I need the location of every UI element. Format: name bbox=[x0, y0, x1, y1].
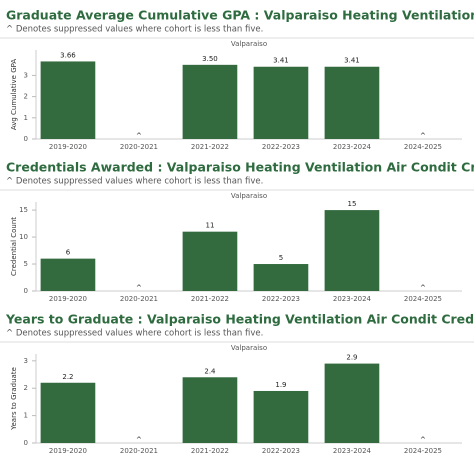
value-label: ^ bbox=[420, 284, 426, 292]
bar bbox=[182, 64, 238, 139]
bar bbox=[40, 382, 96, 443]
value-label: 3.66 bbox=[60, 51, 76, 59]
value-label: ^ bbox=[136, 132, 142, 140]
x-tick-label: 2022-2023 bbox=[262, 143, 300, 151]
x-tick-label: 2020-2021 bbox=[120, 143, 158, 151]
column-header: Valparaiso bbox=[231, 40, 267, 48]
y-tick-label: 2 bbox=[24, 384, 28, 392]
x-tick-label: 2019-2020 bbox=[49, 143, 87, 151]
x-tick-label: 2024-2025 bbox=[404, 447, 442, 455]
bar bbox=[40, 258, 96, 291]
y-tick-label: 3 bbox=[24, 357, 28, 365]
x-tick-label: 2021-2022 bbox=[191, 447, 229, 455]
x-tick-label: 2021-2022 bbox=[191, 143, 229, 151]
x-tick-label: 2022-2023 bbox=[262, 447, 300, 455]
chart-title: Graduate Average Cumulative GPA : Valpar… bbox=[6, 8, 474, 23]
x-tick-label: 2023-2024 bbox=[333, 447, 372, 455]
x-tick-label: 2020-2021 bbox=[120, 295, 158, 303]
y-tick-label: 2 bbox=[24, 93, 28, 101]
y-tick-label: 0 bbox=[24, 135, 28, 143]
value-label: ^ bbox=[420, 436, 426, 444]
value-label: 2.9 bbox=[346, 354, 357, 362]
bar bbox=[182, 377, 238, 443]
chart-subtitle: ^ Denotes suppressed values where cohort… bbox=[6, 177, 263, 187]
value-label: 3.41 bbox=[273, 57, 289, 65]
x-tick-label: 2024-2025 bbox=[404, 295, 442, 303]
x-tick-label: 2019-2020 bbox=[49, 295, 87, 303]
bar bbox=[253, 390, 309, 443]
value-label: 2.4 bbox=[204, 367, 216, 375]
bar bbox=[324, 363, 380, 443]
y-tick-label: 0 bbox=[24, 439, 28, 447]
bar bbox=[324, 210, 380, 291]
y-tick-label: 5 bbox=[24, 260, 28, 268]
y-tick-label: 0 bbox=[24, 287, 28, 295]
value-label: 15 bbox=[347, 200, 356, 208]
value-label: 5 bbox=[279, 254, 283, 262]
x-tick-label: 2023-2024 bbox=[333, 295, 372, 303]
bar bbox=[40, 61, 96, 139]
y-axis-label: Avg Cumulative GPA bbox=[10, 59, 18, 131]
y-tick-label: 10 bbox=[19, 233, 28, 241]
value-label: 1.9 bbox=[275, 381, 286, 389]
chart-subtitle: ^ Denotes suppressed values where cohort… bbox=[6, 329, 263, 339]
bar bbox=[182, 231, 238, 291]
chart-title: Credentials Awarded : Valparaiso Heating… bbox=[6, 160, 474, 175]
column-header: Valparaiso bbox=[231, 344, 267, 352]
chart-subtitle: ^ Denotes suppressed values where cohort… bbox=[6, 25, 263, 35]
bar bbox=[253, 66, 309, 139]
bar bbox=[324, 66, 380, 139]
x-tick-label: 2020-2021 bbox=[120, 447, 158, 455]
y-axis-label: Credential Count bbox=[10, 217, 18, 276]
value-label: 2.2 bbox=[62, 373, 73, 381]
y-tick-label: 1 bbox=[24, 114, 28, 122]
value-label: ^ bbox=[136, 284, 142, 292]
y-tick-label: 3 bbox=[24, 71, 28, 79]
y-tick-label: 1 bbox=[24, 412, 28, 420]
chart-title: Years to Graduate : Valparaiso Heating V… bbox=[5, 312, 474, 327]
value-label: 6 bbox=[66, 249, 71, 257]
x-tick-label: 2019-2020 bbox=[49, 447, 87, 455]
y-axis-label: Years to Graduate bbox=[10, 367, 18, 431]
value-label: 11 bbox=[205, 222, 214, 230]
value-label: ^ bbox=[420, 132, 426, 140]
x-tick-label: 2024-2025 bbox=[404, 143, 442, 151]
x-tick-label: 2022-2023 bbox=[262, 295, 300, 303]
x-tick-label: 2023-2024 bbox=[333, 143, 372, 151]
x-tick-label: 2021-2022 bbox=[191, 295, 229, 303]
value-label: 3.41 bbox=[344, 57, 360, 65]
column-header: Valparaiso bbox=[231, 192, 267, 200]
value-label: ^ bbox=[136, 436, 142, 444]
value-label: 3.50 bbox=[202, 55, 218, 63]
y-tick-label: 15 bbox=[19, 206, 28, 214]
bar bbox=[253, 264, 309, 291]
